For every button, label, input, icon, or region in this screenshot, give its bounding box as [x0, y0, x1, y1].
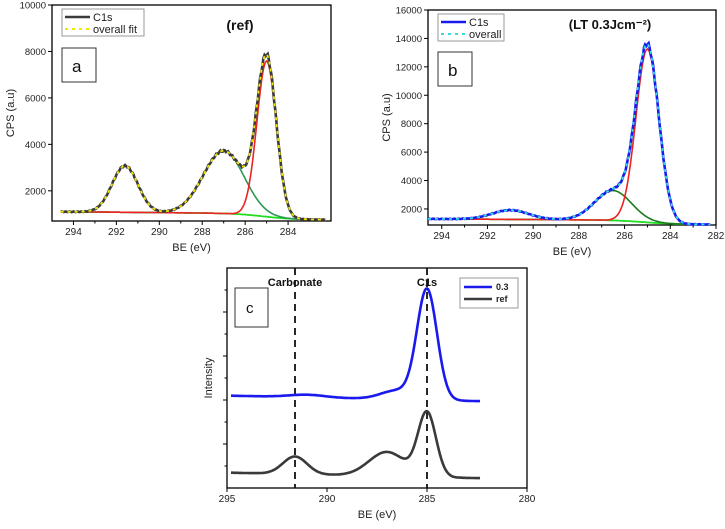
legend-label: 0.3 — [496, 282, 509, 292]
plot-frame — [51, 4, 332, 222]
legend-label-fit: overall fit — [93, 24, 137, 36]
panel-title: (ref) — [226, 17, 253, 33]
x-tick-label: 290 — [319, 494, 336, 505]
x-tick-label: 292 — [108, 227, 125, 238]
y-axis-label: CPS (a.u) — [381, 93, 393, 141]
x-tick-label: 280 — [519, 494, 536, 505]
series-line-0.3 — [231, 287, 481, 403]
y-tick-label: 6000 — [401, 148, 422, 159]
legend-label-fit: overall — [469, 29, 501, 41]
x-tick-label: 288 — [571, 231, 588, 242]
x-tick-label: 282 — [708, 231, 725, 242]
panel-label-box — [234, 287, 269, 328]
x-tick-label: 285 — [419, 494, 436, 505]
panel-label-box — [437, 51, 473, 87]
x-tick-label: 284 — [280, 227, 297, 238]
y-axis-label: Intensity — [203, 357, 215, 398]
panel-b: 294 292 290 288 286 284 282 BE (eV) CPS (a.u) 200… — [381, 6, 725, 259]
y-tick-label: 14000 — [396, 34, 422, 45]
overall-fit-line — [428, 42, 711, 226]
x-tick-label: 295 — [219, 494, 236, 505]
y-tick-label: 8000 — [25, 47, 46, 58]
y-tick-label: 10000 — [396, 91, 422, 102]
y-tick-label: 2000 — [401, 204, 422, 215]
panel-label: c — [246, 300, 254, 317]
legend: 0.3 ref — [459, 277, 519, 309]
legend-box — [459, 277, 519, 309]
y-tick-label: 4000 — [401, 176, 422, 187]
component-peak-1 — [60, 149, 326, 221]
y-tick-label: 8000 — [401, 119, 422, 130]
panel-a: 294 292 290 288 286 284 BE (eV) CPS (a.u) 2000 40… — [5, 1, 332, 254]
legend-box — [437, 13, 505, 42]
y-axis-label: CPS (a.u) — [5, 89, 17, 137]
legend-box — [61, 8, 145, 37]
y-tick-label: 4000 — [25, 140, 46, 151]
panel-title: (LT 0.3Jcm⁻²) — [569, 17, 651, 32]
x-tick-label: 286 — [616, 231, 633, 242]
panel-label-box — [61, 47, 97, 83]
x-axis-label: BE (eV) — [358, 509, 397, 521]
x-tick-label: 294 — [433, 231, 450, 242]
x-axis-label: BE (eV) — [172, 242, 211, 254]
legend-label-c1s: C1s — [93, 12, 113, 24]
x-tick-label: 288 — [194, 227, 211, 238]
x-axis-label: BE (eV) — [553, 246, 592, 258]
legend-label: ref — [496, 294, 509, 304]
y-tick-label: 10000 — [20, 1, 46, 12]
x-tick-label: 290 — [151, 227, 168, 238]
y-tick-label: 6000 — [25, 93, 46, 104]
legend-label-c1s: C1s — [469, 17, 489, 29]
series-line-ref — [231, 409, 481, 480]
panel-c: 295 290 285 280 BE (eV) Intensity Carbonate C1s… — [203, 267, 536, 521]
y-tick-label: 12000 — [396, 62, 422, 73]
panel-label: b — [448, 61, 457, 80]
annotation-label: Carbonate — [268, 277, 322, 289]
overall-fit-line — [60, 53, 326, 221]
x-tick-label: 286 — [237, 227, 254, 238]
x-tick-label: 294 — [65, 227, 82, 238]
panel-label: a — [72, 57, 82, 76]
plot-frame — [427, 9, 717, 226]
x-tick-label: 290 — [525, 231, 542, 242]
annotation-label: C1s — [417, 277, 437, 289]
x-tick-label: 284 — [662, 231, 679, 242]
y-tick-label: 16000 — [396, 6, 422, 17]
y-tick-label: 2000 — [25, 186, 46, 197]
x-tick-label: 292 — [479, 231, 496, 242]
